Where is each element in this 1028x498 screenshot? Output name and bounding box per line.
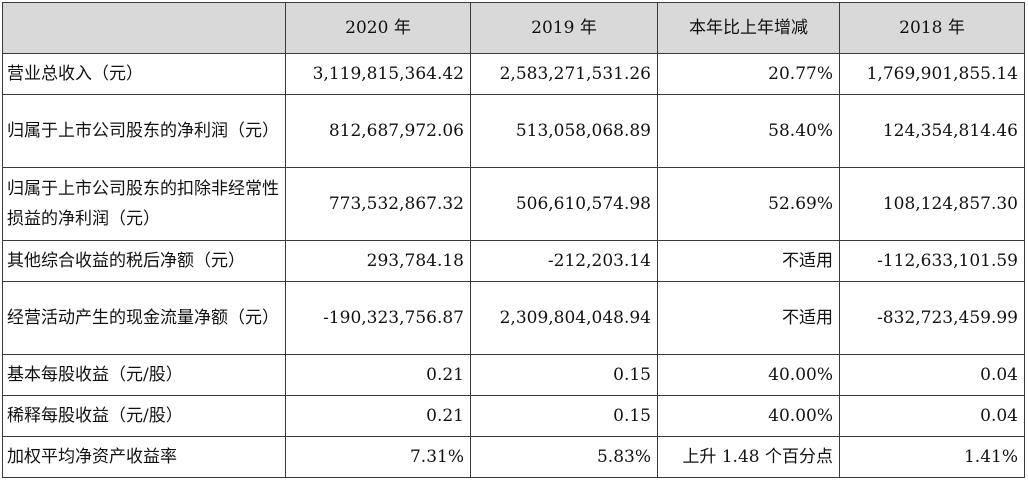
financial-data-table: 2020 年 2019 年 本年比上年增减 2018 年 营业总收入（元） 3,… — [2, 2, 1025, 478]
cell-2018: -832,723,459.99 — [839, 281, 1025, 355]
cell-change: 不适用 — [657, 281, 840, 355]
table-row: 稀释每股收益（元/股） 0.21 0.15 40.00% 0.04 — [2, 395, 1025, 437]
row-label: 其他综合收益的税后净额（元） — [2, 240, 286, 282]
row-label: 归属于上市公司股东的扣除非经常性损益的净利润（元） — [2, 167, 286, 241]
cell-2018: 0.04 — [839, 395, 1025, 437]
table-row: 归属于上市公司股东的净利润（元） 812,687,972.06 513,058,… — [2, 94, 1025, 168]
table-row: 基本每股收益（元/股） 0.21 0.15 40.00% 0.04 — [2, 354, 1025, 396]
cell-2020: 3,119,815,364.42 — [285, 53, 471, 95]
cell-2018: 108,124,857.30 — [839, 167, 1025, 241]
cell-2020: 773,532,867.32 — [285, 167, 471, 241]
cell-change: 上升 1.48 个百分点 — [657, 436, 840, 478]
cell-2018: -112,633,101.59 — [839, 240, 1025, 282]
row-label: 经营活动产生的现金流量净额（元） — [2, 281, 286, 355]
table-row: 加权平均净资产收益率 7.31% 5.83% 上升 1.48 个百分点 1.41… — [2, 436, 1025, 478]
table-row: 其他综合收益的税后净额（元） 293,784.18 -212,203.14 不适… — [2, 240, 1025, 282]
cell-2018: 1,769,901,855.14 — [839, 53, 1025, 95]
header-2019: 2019 年 — [470, 2, 658, 54]
cell-change: 40.00% — [657, 395, 840, 437]
row-label: 营业总收入（元） — [2, 53, 286, 95]
cell-2020: -190,323,756.87 — [285, 281, 471, 355]
cell-2019: 513,058,068.89 — [470, 94, 658, 168]
table-row: 经营活动产生的现金流量净额（元） -190,323,756.87 2,309,8… — [2, 281, 1025, 355]
cell-2019: 506,610,574.98 — [470, 167, 658, 241]
table-row: 归属于上市公司股东的扣除非经常性损益的净利润（元） 773,532,867.32… — [2, 167, 1025, 241]
row-label: 归属于上市公司股东的净利润（元） — [2, 94, 286, 168]
cell-2020: 812,687,972.06 — [285, 94, 471, 168]
cell-2019: 0.15 — [470, 395, 658, 437]
header-change: 本年比上年增减 — [657, 2, 840, 54]
cell-2020: 7.31% — [285, 436, 471, 478]
row-label: 加权平均净资产收益率 — [2, 436, 286, 478]
cell-2020: 0.21 — [285, 395, 471, 437]
cell-change: 20.77% — [657, 53, 840, 95]
header-2018: 2018 年 — [839, 2, 1025, 54]
row-label: 基本每股收益（元/股） — [2, 354, 286, 396]
cell-change: 40.00% — [657, 354, 840, 396]
cell-2018: 124,354,814.46 — [839, 94, 1025, 168]
cell-change: 不适用 — [657, 240, 840, 282]
cell-2020: 0.21 — [285, 354, 471, 396]
header-row: 2020 年 2019 年 本年比上年增减 2018 年 — [2, 2, 1025, 54]
cell-change: 58.40% — [657, 94, 840, 168]
cell-2019: -212,203.14 — [470, 240, 658, 282]
cell-2019: 5.83% — [470, 436, 658, 478]
cell-2020: 293,784.18 — [285, 240, 471, 282]
row-label: 稀释每股收益（元/股） — [2, 395, 286, 437]
table-row: 营业总收入（元） 3,119,815,364.42 2,583,271,531.… — [2, 53, 1025, 95]
cell-2019: 2,583,271,531.26 — [470, 53, 658, 95]
cell-2018: 0.04 — [839, 354, 1025, 396]
cell-2018: 1.41% — [839, 436, 1025, 478]
cell-change: 52.69% — [657, 167, 840, 241]
cell-2019: 0.15 — [470, 354, 658, 396]
header-corner — [2, 2, 286, 54]
cell-2019: 2,309,804,048.94 — [470, 281, 658, 355]
header-2020: 2020 年 — [285, 2, 471, 54]
